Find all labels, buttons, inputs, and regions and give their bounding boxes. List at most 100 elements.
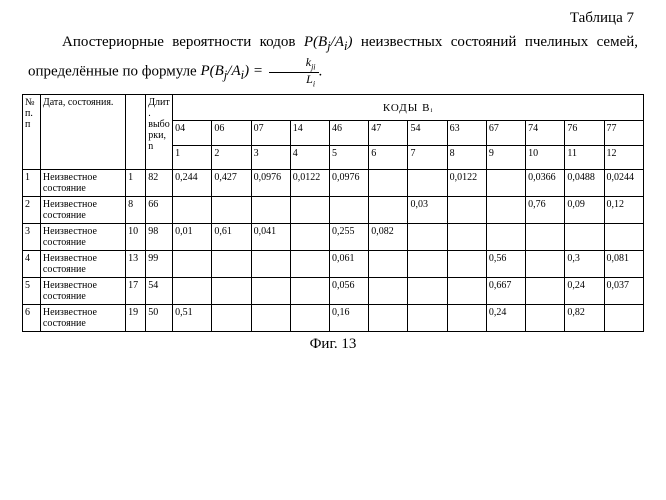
value-cell <box>447 278 486 305</box>
table-row: 3Неизвестное состояние10980,010,610,0410… <box>23 224 644 251</box>
value-cell: 0,09 <box>565 197 604 224</box>
value-cell: 0,16 <box>330 305 369 332</box>
code-col: 74 <box>526 121 565 145</box>
value-cell <box>330 197 369 224</box>
value-cell <box>526 224 565 251</box>
value-cell: 0,76 <box>526 197 565 224</box>
value-cell <box>408 170 447 197</box>
row-n: 3 <box>23 224 41 251</box>
value-cell <box>173 278 212 305</box>
value-cell: 0,0122 <box>290 170 329 197</box>
row-len: 82 <box>146 170 173 197</box>
value-cell: 0,0122 <box>447 170 486 197</box>
value-cell <box>526 251 565 278</box>
col-np: № п.п <box>23 95 41 170</box>
row-len: 54 <box>146 278 173 305</box>
value-cell <box>408 278 447 305</box>
value-cell <box>251 278 290 305</box>
col-date: Дата, состояния. <box>40 95 125 170</box>
value-cell <box>173 251 212 278</box>
value-cell <box>408 251 447 278</box>
value-cell <box>604 305 643 332</box>
value-cell <box>369 305 408 332</box>
row-state: Неизвестное состояние <box>40 305 125 332</box>
code-col: 07 <box>251 121 290 145</box>
value-cell: 0,667 <box>486 278 525 305</box>
code-idx: 3 <box>251 145 290 170</box>
row-state: Неизвестное состояние <box>40 251 125 278</box>
value-cell: 0,0976 <box>330 170 369 197</box>
code-col: 67 <box>486 121 525 145</box>
code-col: 14 <box>290 121 329 145</box>
code-col: 54 <box>408 121 447 145</box>
value-cell <box>173 197 212 224</box>
value-cell <box>526 305 565 332</box>
value-cell: 0,3 <box>565 251 604 278</box>
value-cell: 0,061 <box>330 251 369 278</box>
table-row: 5Неизвестное состояние17540,0560,6670,24… <box>23 278 644 305</box>
value-cell: 0,0366 <box>526 170 565 197</box>
row-n: 1 <box>23 170 41 197</box>
value-cell: 0,056 <box>330 278 369 305</box>
value-cell <box>212 278 251 305</box>
row-num: 8 <box>126 197 146 224</box>
code-col: 46 <box>330 121 369 145</box>
code-idx: 7 <box>408 145 447 170</box>
value-cell <box>290 305 329 332</box>
value-cell <box>212 197 251 224</box>
row-n: 5 <box>23 278 41 305</box>
value-cell <box>447 224 486 251</box>
value-cell <box>290 197 329 224</box>
table-row: 1Неизвестное состояние1820,2440,4270,097… <box>23 170 644 197</box>
value-cell: 0,081 <box>604 251 643 278</box>
table-row: 6Неизвестное состояние19500,510,160,240,… <box>23 305 644 332</box>
code-idx: 9 <box>486 145 525 170</box>
table-caption: Апостериорные вероятности кодов P(Bj/Ai)… <box>28 31 638 88</box>
value-cell: 0,082 <box>369 224 408 251</box>
row-len: 98 <box>146 224 173 251</box>
code-col: 06 <box>212 121 251 145</box>
value-cell: 0,03 <box>408 197 447 224</box>
value-cell: 0,61 <box>212 224 251 251</box>
row-num: 13 <box>126 251 146 278</box>
value-cell: 0,01 <box>173 224 212 251</box>
value-cell: 0,0244 <box>604 170 643 197</box>
value-cell <box>447 305 486 332</box>
row-num: 17 <box>126 278 146 305</box>
value-cell <box>408 224 447 251</box>
row-n: 4 <box>23 251 41 278</box>
value-cell: 0,0976 <box>251 170 290 197</box>
value-cell <box>212 251 251 278</box>
value-cell <box>369 278 408 305</box>
value-cell <box>290 278 329 305</box>
value-cell: 0,255 <box>330 224 369 251</box>
value-cell: 0,037 <box>604 278 643 305</box>
value-cell: 0,244 <box>173 170 212 197</box>
codes-header: КОДЫ Bᵢ <box>173 95 644 121</box>
code-idx: 5 <box>330 145 369 170</box>
value-cell <box>290 251 329 278</box>
value-cell: 0,427 <box>212 170 251 197</box>
row-state: Неизвестное состояние <box>40 197 125 224</box>
value-cell: 0,56 <box>486 251 525 278</box>
code-idx: 11 <box>565 145 604 170</box>
value-cell: 0,82 <box>565 305 604 332</box>
code-idx: 4 <box>290 145 329 170</box>
value-cell: 0,041 <box>251 224 290 251</box>
table-row: 4Неизвестное состояние13990,0610,560,30,… <box>23 251 644 278</box>
code-col: 04 <box>173 121 212 145</box>
value-cell <box>486 197 525 224</box>
value-cell <box>447 251 486 278</box>
value-cell <box>369 251 408 278</box>
value-cell: 0,0488 <box>565 170 604 197</box>
row-num: 1 <box>126 170 146 197</box>
value-cell: 0,24 <box>486 305 525 332</box>
value-cell: 0,24 <box>565 278 604 305</box>
row-num: 19 <box>126 305 146 332</box>
value-cell <box>408 305 447 332</box>
table-row: 2Неизвестное состояние8660,030,760,090,1… <box>23 197 644 224</box>
code-col: 47 <box>369 121 408 145</box>
code-idx: 8 <box>447 145 486 170</box>
value-cell <box>565 224 604 251</box>
row-state: Неизвестное состояние <box>40 170 125 197</box>
